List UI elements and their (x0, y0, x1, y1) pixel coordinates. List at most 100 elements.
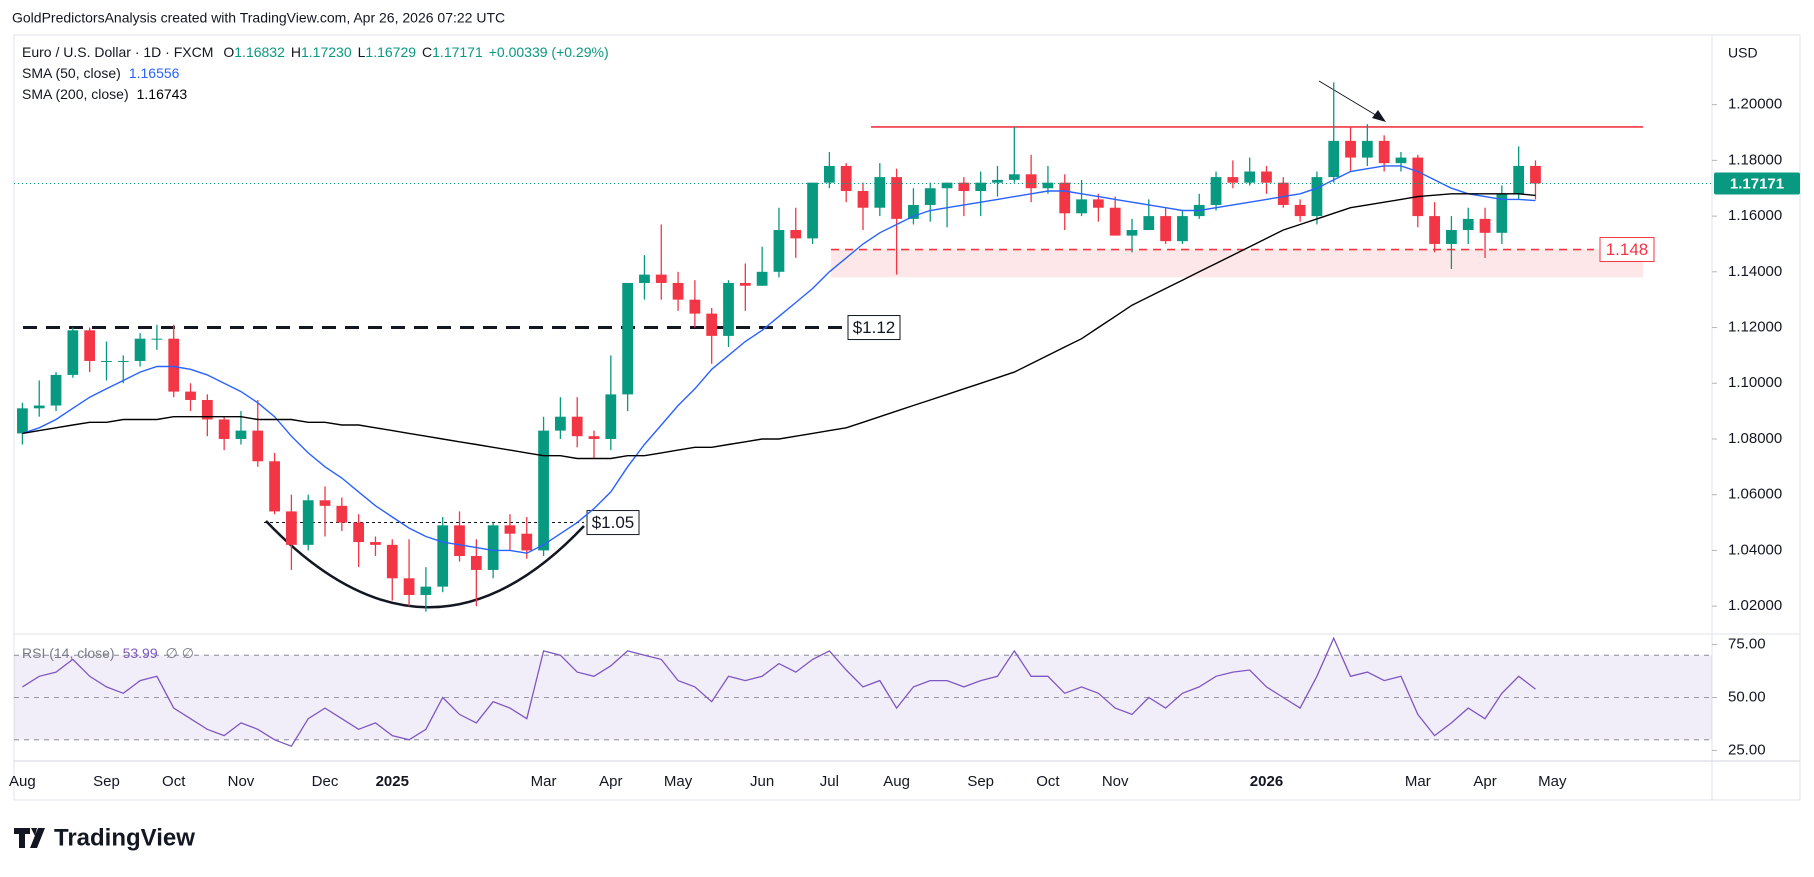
candle-body (1277, 182, 1289, 205)
candle-body (975, 182, 987, 192)
candle-body (1462, 218, 1474, 231)
logo-icon (14, 828, 45, 848)
rsi-value: 53.99 (123, 645, 158, 661)
y-tick-label: 1.04000 (1728, 541, 1782, 558)
candle-body (151, 338, 163, 340)
x-tick-label: Jul (820, 773, 839, 790)
candle-body (639, 274, 650, 283)
candle-body (134, 338, 146, 361)
sma-line (22, 193, 1536, 460)
arrow-line (1318, 80, 1385, 121)
x-tick-label: Jun (750, 773, 774, 790)
label-box (847, 315, 901, 341)
candle-body (555, 416, 566, 431)
x-tick-label: Dec (312, 773, 339, 790)
candle-body (218, 419, 230, 439)
candle-body (437, 525, 449, 587)
x-tick-label: Nov (1102, 773, 1129, 790)
x-tick-label: Sep (93, 773, 120, 790)
candle-body (403, 578, 415, 595)
rsi-tick-label: 25.00 (1728, 741, 1766, 758)
candle-body (723, 282, 734, 336)
symbol: Euro / U.S. Dollar · 1D · FXCM (22, 44, 213, 60)
sma-name: SMA (200, close) (22, 86, 129, 102)
candle-body (117, 360, 129, 362)
candle-body (891, 177, 903, 219)
candle-body (924, 188, 936, 205)
candle-body (1395, 157, 1407, 164)
last-price-label: 1.17171 (1730, 175, 1784, 192)
candle-body (655, 274, 667, 283)
sma-value: 1.16556 (129, 65, 180, 81)
candle-body (1143, 216, 1155, 231)
candle-body (235, 430, 247, 439)
candle-body (1378, 140, 1390, 164)
candle-body (168, 338, 180, 392)
logo: TradingView (14, 824, 195, 851)
candle-body (672, 282, 684, 300)
candle-body (1261, 171, 1272, 183)
y-tick-label: 1.16000 (1728, 207, 1782, 224)
ohlc-value: 1.16729 (365, 44, 416, 60)
candle-body (67, 330, 79, 375)
ohlc-key: H (291, 44, 301, 60)
candle-body (840, 165, 852, 192)
candle-body (1294, 204, 1306, 217)
candle-body (454, 525, 465, 556)
label-box (1599, 237, 1655, 263)
candle-body (605, 394, 617, 439)
support-zone (831, 249, 1643, 278)
attribution: GoldPredictorsAnalysis created with Trad… (12, 10, 505, 26)
symbol-legend: Euro / U.S. Dollar · 1D · FXCM O1.16832 H1… (22, 44, 609, 60)
rsi-name: RSI (14, close) (22, 645, 115, 661)
candle-body (252, 430, 264, 462)
candle-body (1496, 193, 1508, 233)
x-tick-label: Aug (9, 773, 36, 790)
last-price-box (1714, 172, 1800, 195)
candle-body (487, 525, 499, 570)
ohlc-key: L (358, 44, 366, 60)
arrow-head (1372, 110, 1386, 122)
ohlc-value: 1.17171 (432, 44, 483, 60)
candle-body (33, 405, 45, 409)
candle-body (319, 500, 331, 506)
candle-body (1311, 177, 1323, 217)
frame (13, 34, 1801, 801)
x-tick-label: Oct (162, 773, 186, 790)
y-tick-label: 1.12000 (1728, 319, 1782, 336)
candle-body (1210, 177, 1222, 205)
candle-body (269, 461, 280, 512)
candle-body (1076, 199, 1087, 214)
candle-body (622, 282, 634, 395)
candle-body (941, 182, 953, 189)
candle-body (1244, 171, 1256, 183)
candle-body (1025, 174, 1037, 189)
y-tick-label: 1.08000 (1728, 430, 1782, 447)
candle-body (336, 505, 348, 523)
candle-body (706, 313, 718, 336)
candle-body (185, 391, 196, 400)
sma-name: SMA (50, close) (22, 65, 121, 81)
y-tick-label: 1.18000 (1728, 151, 1782, 168)
y-tick-label: 1.20000 (1728, 96, 1782, 113)
candle-body (1059, 182, 1071, 214)
x-tick-label: Nov (228, 773, 255, 790)
candle-body (1412, 157, 1424, 217)
candle-body (50, 374, 62, 406)
candle-body (1126, 230, 1138, 236)
y-tick-label: 1.14000 (1728, 263, 1782, 280)
x-tick-label: Aug (883, 773, 910, 790)
sma-legend: SMA (200, close) 1.16743 (22, 86, 187, 102)
candle-body (353, 522, 365, 543)
level-label: $1.12 (853, 318, 896, 337)
candle-body (504, 525, 516, 534)
candle-body (571, 416, 583, 437)
ohlc-value: 1.16832 (234, 44, 285, 60)
rsi-tick-label: 50.00 (1728, 688, 1766, 705)
candle-body (1042, 182, 1054, 189)
x-tick-label: Oct (1036, 773, 1060, 790)
x-tick-label: Mar (531, 773, 557, 790)
candle-body (1446, 230, 1457, 244)
